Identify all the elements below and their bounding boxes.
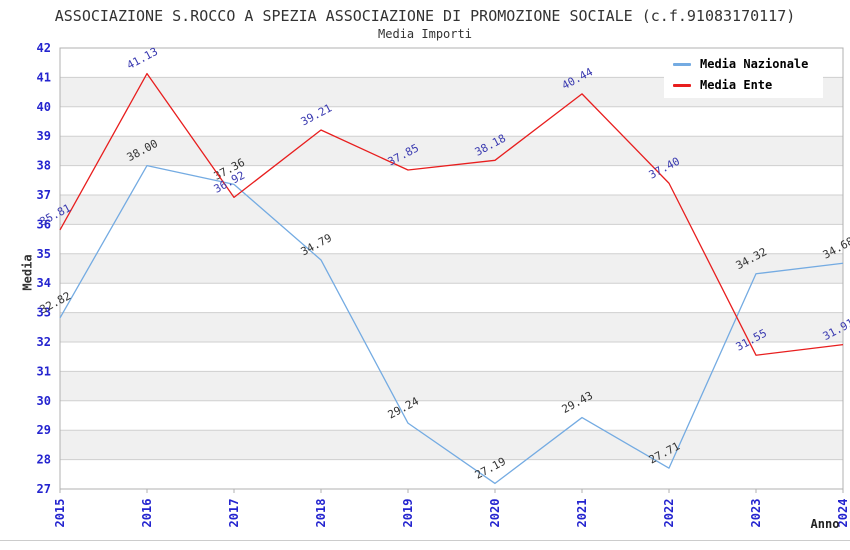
legend-label-media-nazionale: Media Nazionale <box>700 57 809 71</box>
grid-band <box>60 136 843 166</box>
line-swatch-icon <box>673 83 691 87</box>
y-axis-tick-label: 27 <box>37 482 51 496</box>
plot-border <box>59 47 844 490</box>
grid-band <box>60 253 843 284</box>
y-axis-tick-label: 39 <box>37 129 51 143</box>
y-axis-tick-label: 29 <box>37 423 51 437</box>
x-axis-tick-label: 2016 <box>140 499 154 528</box>
y-axis-title: Media <box>20 254 35 291</box>
chart-title: ASSOCIAZIONE S.ROCCO A SPEZIA ASSOCIAZIO… <box>54 7 796 25</box>
chart-subtitle: Media Importi <box>378 27 472 41</box>
y-axis-tick-label: 31 <box>37 364 51 378</box>
x-axis-tick-label: 2021 <box>575 499 589 528</box>
x-axis-tick-label: 2017 <box>227 499 241 528</box>
legend-item-media-nazionale: Media Nazionale <box>673 57 823 71</box>
x-axis-tick-label: 2020 <box>488 499 502 528</box>
line-swatch-icon <box>673 62 691 66</box>
y-axis-tick-label: 34 <box>37 276 51 290</box>
y-axis-tick-label: 28 <box>37 453 51 467</box>
legend-item-media-ente: Media Ente <box>673 78 823 92</box>
y-axis-tick-label: 37 <box>37 188 51 202</box>
y-axis-tick-label: 32 <box>37 335 51 349</box>
legend: Media Nazionale Media Ente <box>664 51 823 98</box>
x-axis-tick-label: 2015 <box>53 499 67 528</box>
x-axis-title: Anno <box>810 517 840 531</box>
y-axis-tick-label: 30 <box>37 394 51 408</box>
y-axis-tick-label: 41 <box>37 70 51 84</box>
grid-band <box>60 312 843 342</box>
legend-label-media-ente: Media Ente <box>700 78 773 92</box>
x-axis-tick-label: 2018 <box>314 499 328 528</box>
y-axis-tick-label: 40 <box>37 100 51 114</box>
y-axis-tick-label: 33 <box>37 306 51 320</box>
y-axis-tick-label: 35 <box>37 247 51 261</box>
x-axis-tick-label: 2022 <box>662 499 676 528</box>
data-label: 41.13 <box>125 45 160 72</box>
y-axis-tick-label: 42 <box>37 41 51 55</box>
x-axis-tick-label: 2024 <box>836 499 850 528</box>
grid-band <box>60 371 843 401</box>
series-line-media-ente <box>59 72 844 356</box>
y-axis-tick-label: 36 <box>37 217 51 231</box>
grid-band <box>60 430 843 460</box>
x-axis-tick-label: 2023 <box>749 499 763 528</box>
y-axis-tick-label: 38 <box>37 159 51 173</box>
x-axis-tick-label: 2019 <box>401 499 415 528</box>
series-line-media-nazionale <box>59 164 844 485</box>
footer-divider <box>0 540 850 541</box>
grid-band <box>60 195 843 225</box>
